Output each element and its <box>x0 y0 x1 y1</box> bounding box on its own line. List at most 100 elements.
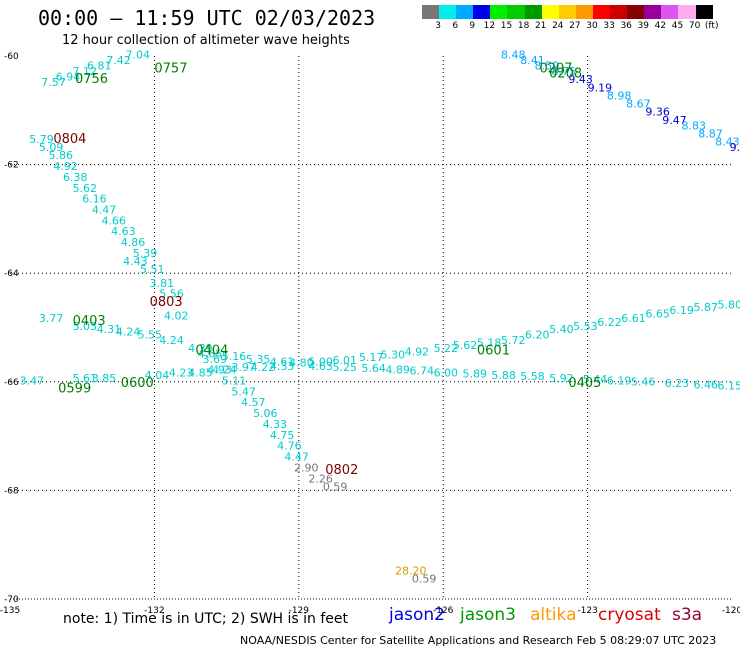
color-swatch <box>695 5 713 19</box>
swh-value: 8.41 <box>520 54 545 67</box>
swh-value: 4.04 <box>145 369 170 382</box>
pass-time-label: 0601 <box>477 344 510 359</box>
color-scale-label: 30 <box>586 21 598 31</box>
color-scale-label: 24 <box>552 21 564 31</box>
color-scale-label: 18 <box>517 21 530 31</box>
swh-value: 9.47 <box>662 114 687 127</box>
swh-value: 6.74 <box>410 365 435 378</box>
swh-value: 0.59 <box>323 480 348 493</box>
x-tick-label: -135 <box>0 606 20 616</box>
color-scale-label: 21 <box>534 21 547 31</box>
pass-time-label: 0207 <box>539 61 572 76</box>
swh-value: 3.47 <box>20 375 45 388</box>
color-swatch <box>661 5 679 19</box>
credit-line: NOAA/NESDIS Center for Satellite Applica… <box>240 634 717 647</box>
pass-time-label: 0208 <box>549 67 582 82</box>
swh-value: 5.53 <box>573 320 598 333</box>
swh-value: 8.87 <box>698 127 723 140</box>
swh-value: 3.81 <box>150 277 175 290</box>
pass-time-label: 0599 <box>58 382 91 397</box>
swh-value: 8.48 <box>501 49 525 62</box>
y-tick-label: -66 <box>4 378 19 388</box>
color-swatch <box>541 5 559 19</box>
color-swatch <box>456 5 474 19</box>
swh-value: 5.09 <box>39 141 64 154</box>
swh-value: 5.06 <box>253 407 278 420</box>
swh-value: 4.02 <box>164 309 189 322</box>
swh-value: 7.04 <box>126 49 150 62</box>
swh-value: 4.89 <box>385 364 410 377</box>
x-tick-label: -123 <box>577 606 597 616</box>
color-swatch <box>439 5 457 19</box>
swh-value: 9.09 <box>730 141 740 154</box>
swh-value: 3.69 <box>203 353 228 366</box>
swh-value: 3.85 <box>92 372 117 385</box>
swh-value: 5.87 <box>693 301 718 314</box>
swh-value: 4.33 <box>263 418 288 431</box>
color-swatch <box>524 5 542 19</box>
swh-value: 5.79 <box>29 133 54 146</box>
swh-value: 2.26 <box>308 472 333 485</box>
x-tick-label: -129 <box>289 606 310 616</box>
swh-value: 5.40 <box>549 323 574 336</box>
swh-value: 6.19 <box>607 375 632 388</box>
swh-value: 6.65 <box>645 308 670 321</box>
swh-value: 4.61 <box>270 356 295 369</box>
y-tick-label: -68 <box>4 486 19 496</box>
swh-value: 6.19 <box>669 304 694 317</box>
swh-value: 8.75 <box>552 65 577 78</box>
color-swatch <box>490 5 508 19</box>
swh-value: 2.90 <box>294 461 319 474</box>
x-tick-label: -120 <box>722 606 740 616</box>
swh-value: 5.17 <box>359 351 384 364</box>
swh-value: 5.72 <box>501 334 525 347</box>
swh-value: 5.58 <box>520 370 545 383</box>
pass-time-label: 0405 <box>568 376 601 391</box>
swh-value: 6.01 <box>332 354 357 367</box>
swh-value: 8.59 <box>535 60 560 73</box>
swh-value: 6.94 <box>56 70 81 83</box>
swh-value: 4.63 <box>111 225 136 238</box>
swh-value: 9.43 <box>568 73 593 86</box>
swh-value: 4.24 <box>159 334 184 347</box>
swh-value: 5.64 <box>361 362 386 375</box>
swh-value: 5.55 <box>138 328 163 341</box>
swh-value: 5.22 <box>434 342 459 355</box>
color-scale-bar <box>422 5 713 19</box>
swh-value: 6.15 <box>718 379 740 392</box>
swh-value: 5.92 <box>549 372 574 385</box>
swh-value: 5.16 <box>222 350 247 363</box>
color-scale-label: 42 <box>654 21 667 31</box>
swh-value: 28.20 <box>395 565 427 578</box>
swh-values: 7.576.947.126.817.427.045.795.095.864.92… <box>20 49 740 586</box>
swh-value: 3.97 <box>231 361 256 374</box>
x-tick-label: -126 <box>433 606 454 616</box>
swh-value: 4.65 <box>198 347 223 360</box>
swh-value: 8.83 <box>681 119 706 132</box>
pass-time-label: 0403 <box>73 314 106 329</box>
swh-value: 5.86 <box>49 149 74 162</box>
swh-value: 4.75 <box>270 429 295 442</box>
swh-value: 6.22 <box>597 316 622 329</box>
color-scale-labels: 3 6 9 12 15 18 21 24 27 30 33 36 39 42 45 70 (ft) <box>422 21 740 33</box>
swh-value: 5.39 <box>133 247 158 260</box>
swh-value: 4.24 <box>212 364 237 377</box>
swh-value: 4.31 <box>97 323 122 336</box>
y-tick-label: -64 <box>4 269 19 279</box>
color-scale-label: 3 <box>435 21 441 31</box>
y-tick-label: -70 <box>4 595 19 605</box>
satellite-label-altika: altika <box>530 605 577 625</box>
page-title: 00:00 – 11:59 UTC 02/03/2023 <box>38 6 376 30</box>
swh-value: 6.46 <box>693 378 718 391</box>
color-scale-label: 36 <box>620 21 632 31</box>
color-swatch <box>627 5 645 19</box>
swh-value: 4.63 <box>308 360 333 373</box>
color-scale-label: 12 <box>483 21 496 31</box>
swh-value: 4.76 <box>277 440 302 453</box>
color-swatch <box>473 5 491 19</box>
color-scale-label: 33 <box>603 21 615 31</box>
swh-value: 5.46 <box>631 376 656 389</box>
swh-value: 5.44 <box>583 373 608 386</box>
swh-value: 5.25 <box>332 361 357 374</box>
